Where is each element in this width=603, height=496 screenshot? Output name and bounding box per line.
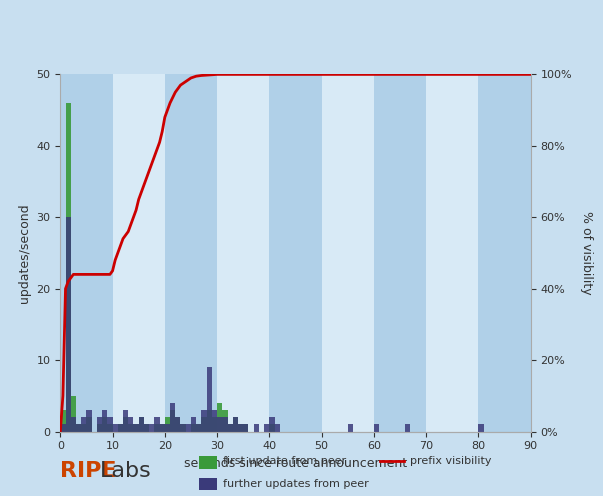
Bar [86, 410, 92, 432]
Bar [170, 410, 175, 432]
Bar [170, 403, 175, 432]
Bar [66, 103, 71, 432]
Bar [123, 410, 128, 432]
Bar [107, 425, 113, 432]
Bar [149, 425, 154, 432]
Bar [196, 425, 201, 432]
Bar [270, 74, 321, 432]
Bar [201, 417, 207, 432]
Bar [321, 74, 374, 432]
Bar [374, 74, 426, 432]
Y-axis label: updates/second: updates/second [18, 203, 31, 303]
Bar [60, 74, 113, 432]
Bar [207, 367, 212, 432]
Bar [154, 425, 160, 432]
Bar [113, 425, 118, 432]
Bar [227, 425, 233, 432]
Bar [128, 417, 133, 432]
Bar [102, 410, 107, 432]
Bar [160, 425, 165, 432]
Bar [123, 417, 128, 432]
Bar [264, 425, 270, 432]
Bar [243, 425, 248, 432]
Bar [133, 425, 139, 432]
Bar [238, 425, 243, 432]
Bar [139, 417, 144, 432]
Text: first update from peer: first update from peer [223, 456, 346, 466]
Bar [60, 425, 66, 432]
Bar [97, 417, 102, 432]
Bar [243, 425, 248, 432]
Bar [97, 425, 102, 432]
Bar [180, 425, 186, 432]
Bar [191, 425, 196, 432]
Bar [227, 425, 233, 432]
Bar [144, 425, 149, 432]
Bar [113, 74, 165, 432]
Bar [81, 417, 86, 432]
Bar [233, 417, 238, 432]
Bar [118, 425, 123, 432]
Bar [180, 425, 186, 432]
Bar [66, 217, 71, 432]
Bar [238, 425, 243, 432]
Bar [133, 425, 139, 432]
Bar [81, 425, 86, 432]
Bar [217, 417, 223, 432]
Bar [76, 425, 81, 432]
Bar [478, 74, 531, 432]
Bar [212, 410, 217, 432]
Bar [270, 425, 274, 432]
Bar [128, 425, 133, 432]
Bar [71, 396, 76, 432]
Bar [144, 425, 149, 432]
Bar [165, 74, 217, 432]
Bar [212, 417, 217, 432]
Bar [76, 425, 81, 432]
Text: prefix visibility: prefix visibility [410, 456, 491, 466]
Bar [175, 417, 180, 432]
Text: RIPE: RIPE [60, 461, 117, 481]
Bar [207, 410, 212, 432]
Bar [191, 417, 196, 432]
Text: Labs: Labs [99, 461, 151, 481]
Bar [86, 417, 92, 432]
Bar [223, 410, 227, 432]
Bar [201, 410, 207, 432]
Y-axis label: % of visibility: % of visibility [580, 211, 593, 295]
Bar [374, 425, 379, 432]
Bar [165, 425, 170, 432]
Bar [196, 425, 201, 432]
Bar [154, 417, 160, 432]
Bar [217, 74, 270, 432]
Bar [118, 425, 123, 432]
Text: further updates from peer: further updates from peer [223, 479, 369, 489]
X-axis label: seconds since route announcement: seconds since route announcement [184, 457, 407, 470]
Bar [186, 425, 191, 432]
Bar [71, 417, 76, 432]
Bar [223, 417, 227, 432]
Bar [175, 417, 180, 432]
Bar [348, 425, 353, 432]
Bar [165, 417, 170, 432]
Bar [139, 417, 144, 432]
Bar [102, 417, 107, 432]
Bar [274, 425, 280, 432]
Bar [254, 425, 259, 432]
Bar [107, 417, 113, 432]
Bar [426, 74, 478, 432]
Bar [160, 425, 165, 432]
Bar [405, 425, 411, 432]
Bar [233, 417, 238, 432]
Bar [478, 425, 484, 432]
Bar [217, 403, 223, 432]
Bar [270, 417, 274, 432]
Bar [60, 410, 66, 432]
